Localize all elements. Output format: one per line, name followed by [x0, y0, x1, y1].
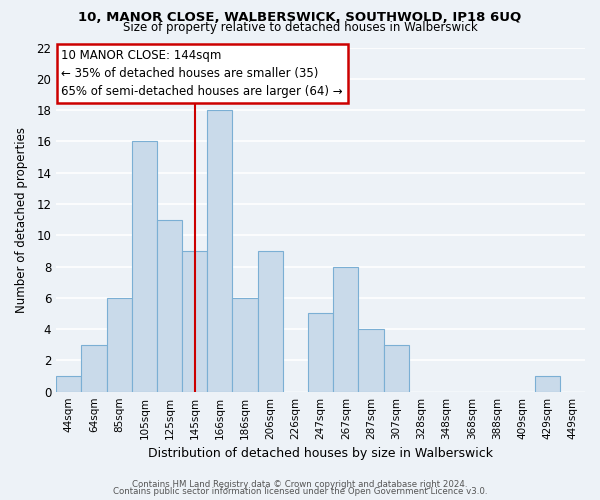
Text: Contains public sector information licensed under the Open Government Licence v3: Contains public sector information licen…: [113, 487, 487, 496]
Bar: [308, 314, 333, 392]
Bar: [107, 298, 132, 392]
Text: 10 MANOR CLOSE: 144sqm
← 35% of detached houses are smaller (35)
65% of semi-det: 10 MANOR CLOSE: 144sqm ← 35% of detached…: [61, 49, 343, 98]
Bar: [56, 376, 82, 392]
Bar: [358, 329, 383, 392]
Bar: [207, 110, 232, 392]
X-axis label: Distribution of detached houses by size in Walberswick: Distribution of detached houses by size …: [148, 447, 493, 460]
Text: Size of property relative to detached houses in Walberswick: Size of property relative to detached ho…: [122, 21, 478, 34]
Bar: [535, 376, 560, 392]
Bar: [82, 344, 107, 392]
Text: Contains HM Land Registry data © Crown copyright and database right 2024.: Contains HM Land Registry data © Crown c…: [132, 480, 468, 489]
Bar: [257, 251, 283, 392]
Y-axis label: Number of detached properties: Number of detached properties: [15, 126, 28, 312]
Bar: [383, 344, 409, 392]
Bar: [132, 142, 157, 392]
Bar: [232, 298, 257, 392]
Text: 10, MANOR CLOSE, WALBERSWICK, SOUTHWOLD, IP18 6UQ: 10, MANOR CLOSE, WALBERSWICK, SOUTHWOLD,…: [79, 11, 521, 24]
Bar: [333, 266, 358, 392]
Bar: [157, 220, 182, 392]
Bar: [182, 251, 207, 392]
